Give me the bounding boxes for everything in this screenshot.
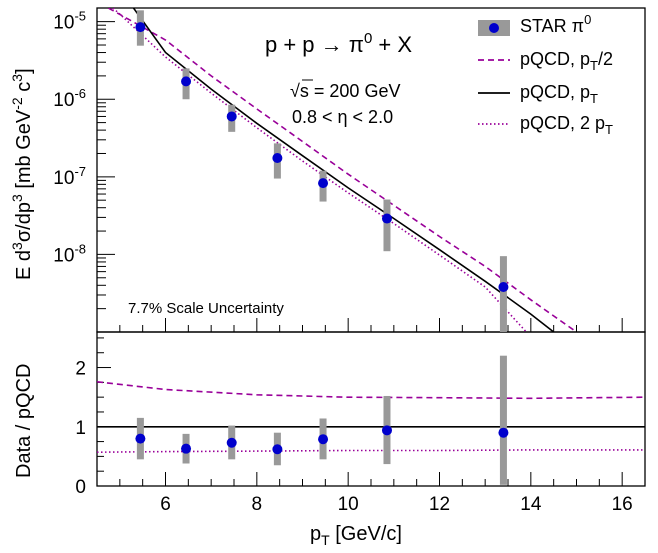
legend-entry: STAR π0 [520,12,591,36]
x-tick-label: 14 [520,494,542,515]
x-tick-label: 16 [612,494,633,515]
data-point-bottom [382,425,392,435]
scale-uncertainty-label: 7.7% Scale Uncertainty [128,300,284,317]
data-point-bottom [272,444,282,454]
theory-curve-bottom [97,450,645,452]
legend-entry: pQCD, pT [520,82,598,106]
y-axis-title-top: E d3σ/dp3 [mb GeV-2 c3] [9,68,35,280]
data-point-top [181,76,191,86]
data-point-bottom [318,434,328,444]
legend-entry: pQCD, 2 pT [520,113,613,137]
y-tick-label-top: 10-5 [53,9,86,34]
y-tick-label-bottom: 1 [75,418,86,439]
y-tick-label-top: 10-7 [53,164,86,189]
data-point-top [227,111,237,121]
data-point-bottom [498,428,508,438]
x-tick-label: 10 [338,494,359,515]
data-point-bottom [227,438,237,448]
error-bar-top [383,200,390,252]
data-point-top [382,214,392,224]
data-point-top [135,22,145,32]
x-tick-label: 6 [160,494,171,515]
x-tick-label: 12 [429,494,450,515]
data-point-top [272,153,282,163]
legend-marker-point [489,23,499,33]
theory-curve-bottom [97,382,645,399]
data-point-bottom [181,444,191,454]
x-axis-title: pT [GeV/c] [310,523,402,548]
data-point-bottom [135,434,145,444]
y-tick-label-bottom: 0 [75,477,86,498]
bottom-panel-frame [97,332,645,486]
data-point-top [498,282,508,292]
energy-label: √s = 200 GeV [290,81,400,101]
y-tick-label-bottom: 2 [75,359,86,380]
error-bar-bottom [500,356,507,485]
y-tick-label-top: 10-6 [53,86,86,111]
data-point-top [318,178,328,188]
legend-entry: pQCD, pT/2 [520,49,613,73]
y-axis-title-bottom: Data / pQCD [13,364,35,478]
x-tick-label: 8 [252,494,263,515]
error-bar-top [500,256,507,332]
y-tick-label-top: 10-8 [53,241,86,266]
reaction-label: p + p → π0 + X [265,30,412,57]
eta-range-label: 0.8 < η < 2.0 [292,107,393,127]
